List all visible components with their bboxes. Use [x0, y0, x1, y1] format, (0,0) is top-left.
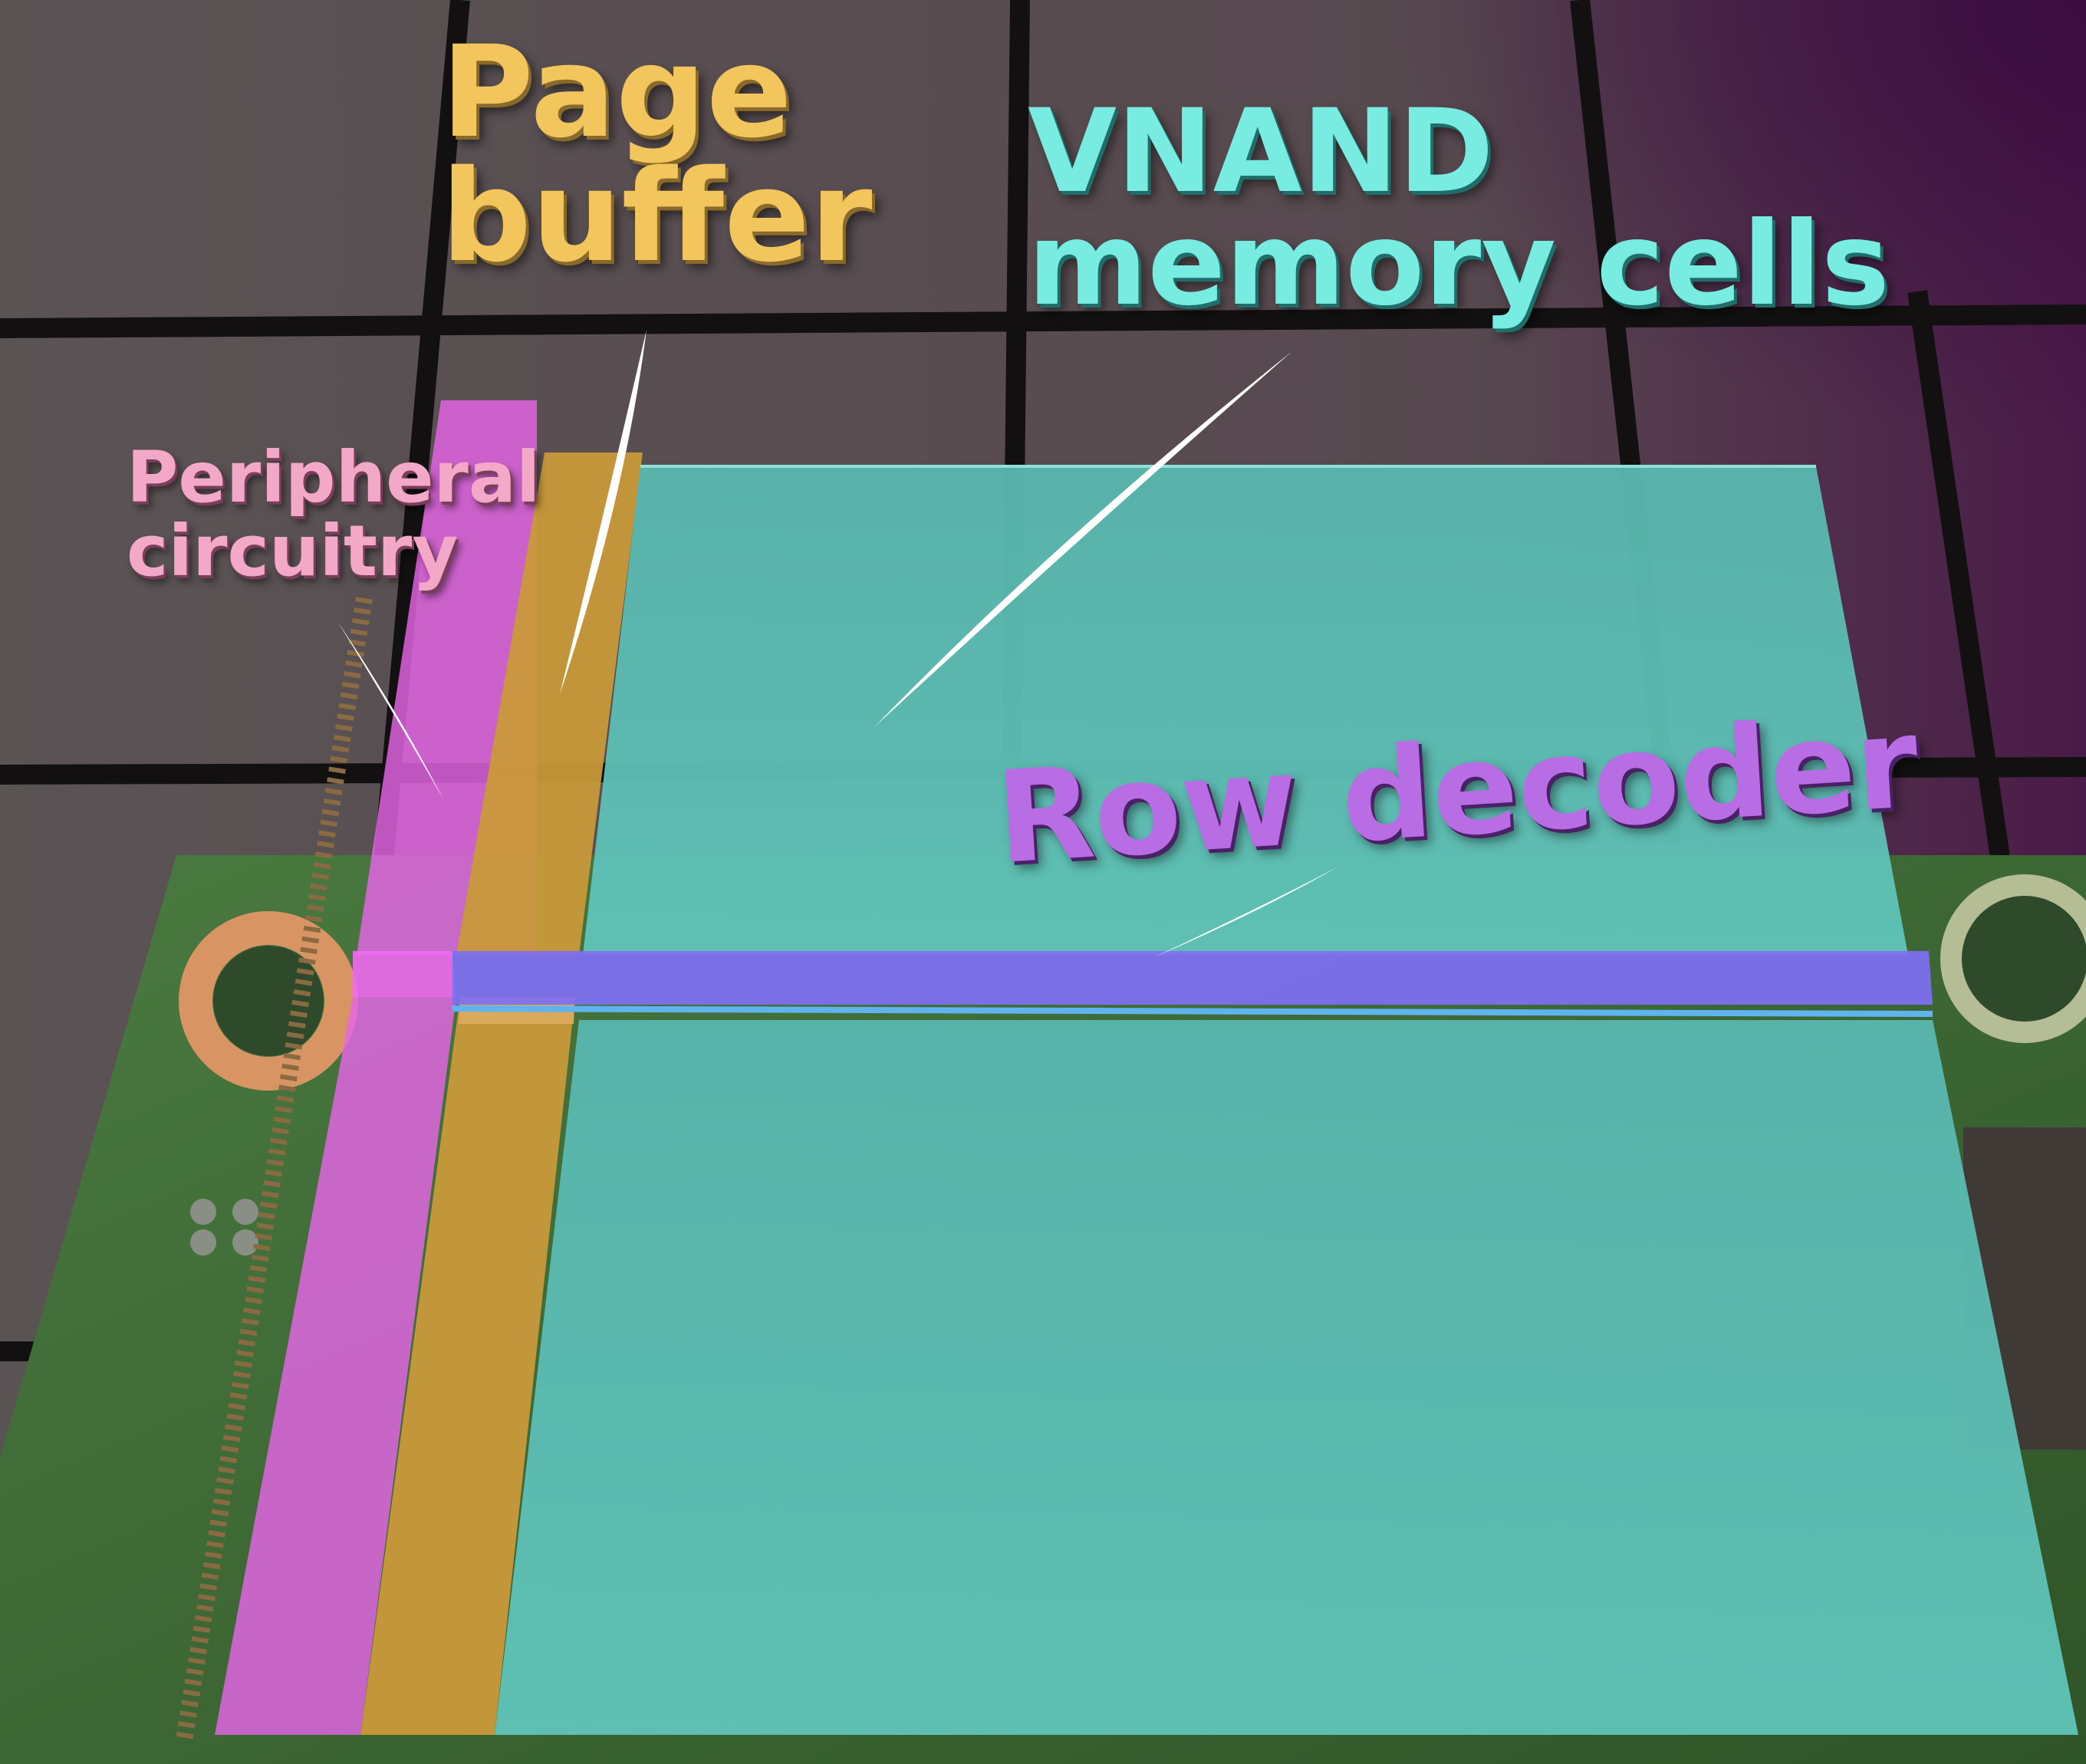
peripheral-label-line1: Peripheral: [127, 436, 541, 518]
row-decoder-strip: [452, 951, 1933, 1017]
page-buffer-label-line1: Page: [441, 18, 792, 166]
mounting-hole-left-center: [213, 946, 324, 1056]
page-buffer-label-line2: buffer: [441, 142, 873, 290]
background-glow: [1304, 0, 2086, 499]
vnand-label: VNAND memory cells: [1028, 85, 1890, 331]
mounting-hole-left: [179, 911, 358, 1091]
peripheral-label-line2: circuitry: [127, 509, 459, 592]
vnand-label-line2: memory cells: [1028, 198, 1890, 331]
peripheral-circuitry-label: Peripheral circuitry: [127, 441, 540, 587]
mounting-hole-right-center: [1962, 896, 2086, 1022]
pcb-vias: [190, 1199, 258, 1256]
vnand-cell-array: [495, 465, 2078, 1735]
vnand-label-line1: VNAND: [1028, 85, 1494, 219]
page-buffer-label: Page buffer: [441, 18, 873, 290]
